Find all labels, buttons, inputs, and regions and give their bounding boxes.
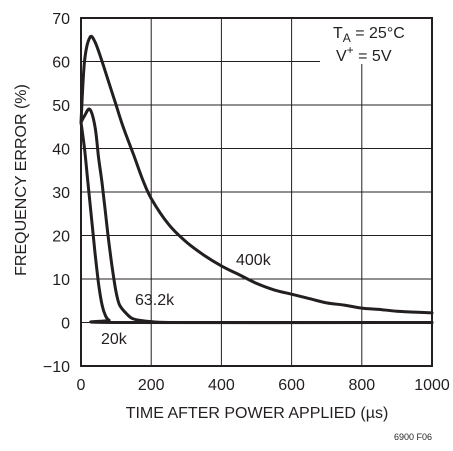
- plot-frame: [80, 17, 433, 367]
- y-tick-label: 50: [52, 98, 70, 115]
- series-label-20k: 20k: [101, 331, 128, 348]
- y-tick-label: 70: [52, 11, 70, 28]
- condition-ta: TA = 25°C: [333, 25, 405, 45]
- series-line-63-2k: [79, 107, 434, 325]
- condition-ta-subscript: A: [343, 31, 351, 45]
- y-axis-title: FREQUENCY ERROR (%): [13, 84, 30, 276]
- x-axis-tick-labels: 0 200 400 600 800 1000: [77, 377, 450, 394]
- x-tick-label: 400: [208, 377, 235, 394]
- series-label-400k: 400k: [236, 252, 272, 269]
- conditions-box-background: [320, 14, 432, 64]
- y-tick-label: 60: [52, 55, 70, 72]
- y-tick-label: −10: [43, 359, 70, 376]
- condition-vplus: V+ = 5V: [336, 43, 392, 65]
- chart-grid: [81, 18, 432, 366]
- series-label-63-2k: 63.2k: [135, 292, 175, 309]
- series-line-400k: [79, 34, 434, 315]
- x-tick-label: 200: [138, 377, 165, 394]
- chart-series: [79, 34, 434, 325]
- y-tick-label: 40: [52, 142, 70, 159]
- figure-id: 6900 F06: [394, 432, 432, 442]
- y-tick-label: 0: [61, 316, 70, 333]
- y-axis-tick-labels: −10 0 10 20 30 40 50 60 70: [43, 11, 70, 376]
- condition-v-value: = 5V: [354, 48, 392, 65]
- condition-ta-value: = 25°C: [351, 25, 405, 42]
- x-tick-label: 1000: [414, 377, 450, 394]
- condition-v-superscript: +: [347, 43, 354, 57]
- y-tick-label: 30: [52, 185, 70, 202]
- x-tick-label: 800: [348, 377, 375, 394]
- y-tick-label: 10: [52, 272, 70, 289]
- series-line-20k: [79, 120, 434, 325]
- y-tick-label: 20: [52, 229, 70, 246]
- condition-ta-symbol: T: [333, 25, 343, 42]
- x-axis-title: TIME AFTER POWER APPLIED (µs): [126, 405, 389, 422]
- condition-v-symbol: V: [336, 48, 347, 65]
- x-tick-label: 600: [278, 377, 305, 394]
- x-tick-label: 0: [77, 377, 86, 394]
